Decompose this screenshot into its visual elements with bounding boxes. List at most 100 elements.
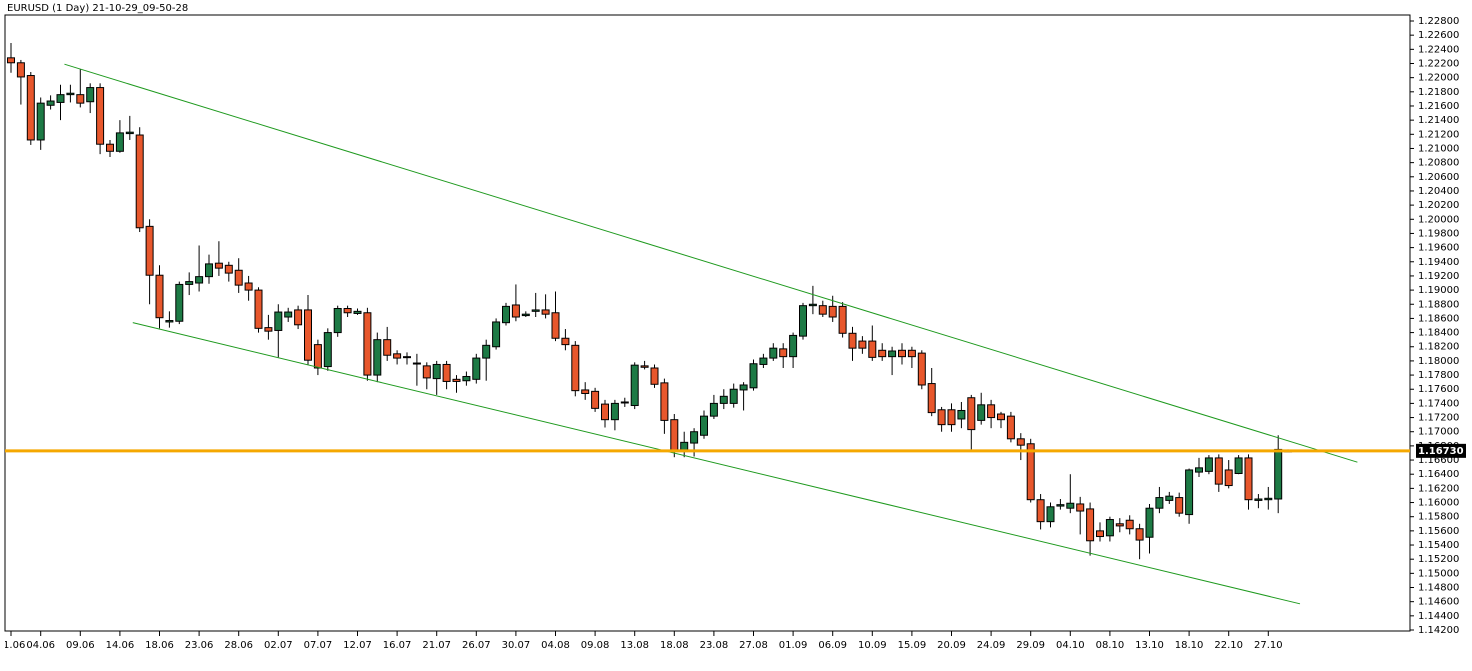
candle-body	[1016, 438, 1025, 446]
candle-body	[1185, 469, 1194, 516]
y-tick-label: 1.16200	[1418, 483, 1459, 494]
candle-body	[1026, 443, 1035, 501]
y-tick-label: 1.18200	[1418, 342, 1459, 353]
candle-body	[690, 431, 699, 444]
candle-body	[1264, 497, 1273, 501]
candle-body	[749, 363, 758, 389]
x-tick-label: 29.09	[1016, 640, 1045, 651]
x-tick-label: 30.07	[502, 640, 531, 651]
candle-body	[1066, 502, 1075, 509]
y-tick-label: 1.19800	[1418, 228, 1459, 239]
x-tick-label: 16.07	[383, 640, 412, 651]
candle-body	[1254, 498, 1263, 501]
y-tick-label: 1.15400	[1418, 540, 1459, 551]
candle-body	[1125, 519, 1134, 530]
candle-body	[106, 143, 114, 152]
candle-body	[828, 305, 837, 318]
y-tick-label: 1.17400	[1418, 398, 1459, 409]
y-tick-label: 1.17800	[1418, 370, 1459, 381]
candle-body	[26, 75, 35, 141]
x-tick-label: 28.06	[224, 640, 253, 651]
candle-body	[195, 276, 204, 284]
candle-body	[244, 282, 253, 291]
candle-body	[1224, 469, 1233, 487]
candle-body	[234, 269, 243, 286]
candle-body	[937, 409, 946, 426]
candle-body	[1096, 530, 1104, 538]
candle-body	[96, 87, 105, 145]
candle-body	[472, 357, 481, 380]
candle-body	[492, 321, 501, 348]
candle-body	[769, 347, 778, 359]
candle-body	[531, 309, 540, 312]
x-tick-label: 04.08	[541, 640, 570, 651]
y-axis: 1.22800 1.22600 1.22400 1.22200 1.22000 1.218…	[1410, 16, 1466, 636]
y-tick-label: 1.20600	[1418, 172, 1459, 183]
candle-body	[323, 332, 332, 368]
x-tick-label: 04.06	[26, 640, 55, 651]
candle-body	[947, 409, 956, 426]
y-tick-label: 1.14600	[1418, 597, 1459, 608]
candle-body	[16, 62, 25, 78]
candle-body	[620, 401, 629, 404]
x-tick-label: 20.09	[937, 640, 966, 651]
candle-body	[403, 356, 411, 359]
candle-body	[1214, 457, 1223, 485]
candle-body	[670, 419, 679, 453]
candle-body	[799, 305, 807, 337]
candle-body	[511, 304, 520, 318]
candle-body	[967, 397, 976, 431]
candle-body	[858, 340, 867, 349]
candle-body	[76, 94, 85, 104]
y-tick-label: 1.18400	[1418, 328, 1459, 339]
candle-body	[363, 312, 372, 376]
candle-body	[739, 384, 748, 391]
candle-body	[125, 131, 134, 135]
y-tick-label: 1.15200	[1418, 554, 1459, 565]
x-tick-label: 26.07	[462, 640, 491, 651]
y-tick-label: 1.14800	[1418, 583, 1459, 594]
candle-body	[1204, 457, 1213, 472]
candle-body	[1046, 506, 1055, 523]
price-label: 1.16730	[1418, 446, 1464, 457]
candle-body	[571, 344, 580, 392]
y-tick-label: 1.21800	[1418, 87, 1459, 98]
x-tick-label: 09.08	[581, 640, 610, 651]
y-tick-label: 1.17600	[1418, 384, 1459, 395]
y-tick-label: 1.22400	[1418, 44, 1459, 55]
x-tick-label: 15.09	[898, 640, 927, 651]
candle-body	[917, 352, 926, 386]
candle-body	[719, 395, 728, 404]
candle-body	[640, 365, 649, 368]
plot-frame	[4, 14, 1411, 632]
candle-body	[333, 308, 342, 334]
candle-body	[888, 350, 897, 358]
candle-body	[818, 305, 827, 315]
x-tick-label: 01.06	[0, 640, 25, 651]
y-tick-label: 1.22800	[1418, 16, 1459, 27]
candle-body	[591, 390, 600, 409]
candle-body	[66, 92, 75, 96]
x-tick-label: 24.09	[977, 640, 1006, 651]
x-tick-label: 07.07	[304, 640, 333, 651]
y-tick-label: 1.22600	[1418, 30, 1459, 41]
candle-body	[1076, 503, 1085, 512]
candle-body	[135, 134, 144, 229]
candle-body	[502, 305, 510, 324]
candle-body	[729, 388, 738, 404]
candle-body	[1135, 528, 1144, 541]
candle-body	[442, 363, 451, 382]
x-tick-label: 01.09	[779, 640, 808, 651]
y-tick-label: 1.20200	[1418, 200, 1459, 211]
x-tick-label: 10.09	[858, 640, 887, 651]
candle-body	[165, 320, 174, 323]
y-tick-label: 1.20800	[1418, 158, 1459, 169]
y-tick-label: 1.15600	[1418, 526, 1459, 537]
candle-body	[601, 403, 609, 421]
x-tick-label: 23.08	[700, 640, 729, 651]
chart-title: EURUSD (1 Day) 21-10-29_09-50-28	[7, 3, 188, 14]
y-tick-label: 1.15800	[1418, 512, 1459, 523]
y-tick-label: 1.16000	[1418, 498, 1459, 509]
y-tick-label: 1.21000	[1418, 143, 1459, 154]
candle-body	[907, 349, 916, 358]
